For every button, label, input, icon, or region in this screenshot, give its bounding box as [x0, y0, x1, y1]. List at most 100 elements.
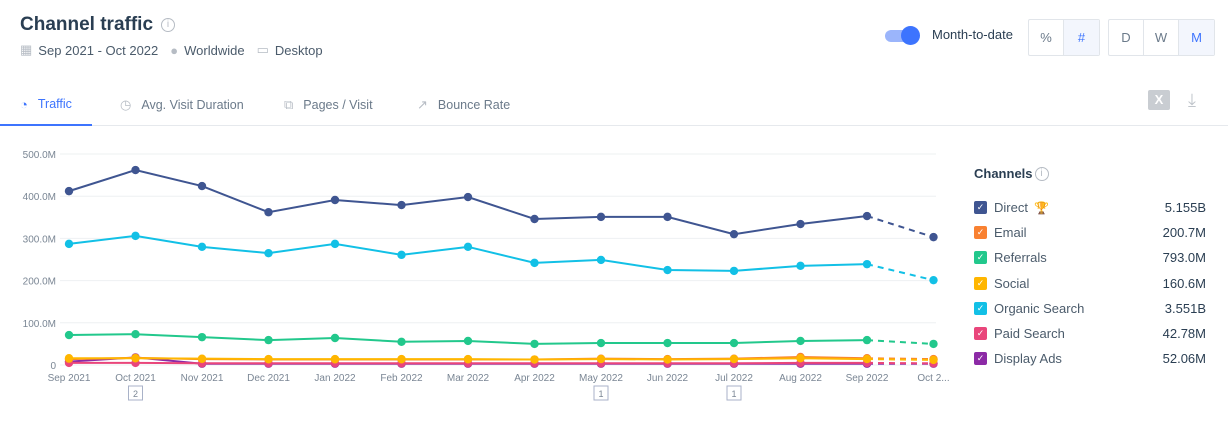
month-button[interactable]: M	[1179, 20, 1214, 55]
x-tick-label: Dec 2021	[247, 373, 290, 384]
percent-button[interactable]: %	[1029, 20, 1064, 55]
y-tick-label: 300.0M	[23, 234, 56, 245]
data-point	[131, 329, 140, 339]
metric-toggle: % #	[1028, 19, 1100, 56]
y-tick-label: 200.0M	[23, 277, 56, 288]
data-point	[197, 242, 207, 252]
projected-line	[866, 339, 934, 345]
x-tick-label: Oct 2021	[115, 373, 156, 384]
data-point	[264, 208, 273, 217]
y-tick-label: 0	[50, 361, 56, 372]
data-point	[64, 186, 74, 196]
projected-line	[866, 263, 934, 282]
series-line-direct	[68, 168, 868, 236]
legend-value: 200.7M	[1162, 225, 1206, 241]
legend: Channels i ✓ Direct 🏆 5.155B ✓ Email 200.7M ✓ Ref…	[974, 166, 1228, 371]
annotation-label: 2	[133, 389, 138, 399]
data-point	[530, 355, 539, 364]
checkbox-icon[interactable]: ✓	[974, 251, 987, 265]
tab-label: Bounce Rate	[437, 98, 511, 112]
month-to-date-label: Month-to-date	[932, 27, 1013, 42]
data-point	[397, 337, 406, 346]
trend-icon: ↗	[417, 97, 428, 112]
data-point	[330, 333, 340, 343]
checkbox-icon[interactable]: ✓	[974, 201, 987, 215]
annotation-label: 1	[598, 389, 603, 399]
legend-item-direct[interactable]: ✓ Direct 🏆 5.155B	[974, 195, 1228, 220]
projected-line	[866, 215, 934, 239]
data-point	[197, 332, 207, 342]
x-tick-label: Oct 2...	[917, 373, 949, 384]
x-tick-label: Apr 2022	[514, 373, 555, 384]
data-point	[463, 336, 473, 346]
data-point	[929, 232, 938, 242]
legend-item-organic-search[interactable]: ✓ Organic Search 3.551B	[974, 296, 1228, 321]
checkbox-icon[interactable]: ✓	[974, 352, 987, 366]
legend-title: Channels i	[974, 166, 1228, 181]
week-button[interactable]: W	[1144, 20, 1179, 55]
x-tick-label: Nov 2021	[181, 373, 224, 384]
meta-bar: ▦ Sep 2021 - Oct 2022 ● Worldwide ▭ Desktop	[20, 42, 323, 58]
tab-pages-visit[interactable]: ⧉ Pages / Visit	[284, 84, 373, 126]
checkbox-icon[interactable]: ✓	[974, 226, 987, 240]
granularity-toggle: D W M	[1108, 19, 1215, 56]
tab-avg-visit-duration[interactable]: ◷ Avg. Visit Duration	[120, 84, 244, 126]
legend-value: 3.551B	[1164, 300, 1206, 316]
tab-label: Pages / Visit	[303, 98, 373, 112]
y-tick-label: 400.0M	[23, 192, 56, 203]
checkbox-icon[interactable]: ✓	[974, 327, 987, 341]
data-point	[330, 354, 340, 364]
data-point	[530, 258, 539, 268]
data-point	[197, 354, 207, 363]
legend-item-email[interactable]: ✓ Email 200.7M	[974, 220, 1228, 245]
checkbox-icon[interactable]: ✓	[974, 301, 987, 315]
data-point	[596, 255, 606, 265]
data-point	[131, 231, 140, 241]
number-button[interactable]: #	[1064, 20, 1099, 55]
x-tick-label: Feb 2022	[380, 373, 423, 384]
annotation-box	[128, 385, 143, 401]
legend-item-referrals[interactable]: ✓ Referrals 793.0M	[974, 245, 1228, 270]
legend-item-social[interactable]: ✓ Social 160.6M	[974, 271, 1228, 296]
month-to-date-toggle[interactable]	[885, 26, 920, 45]
data-point	[330, 239, 340, 249]
excel-export-icon[interactable]: X	[1148, 90, 1170, 110]
stopwatch-icon: ◷	[120, 97, 132, 112]
data-point	[330, 195, 340, 205]
data-point	[463, 192, 473, 202]
checkbox-icon[interactable]: ✓	[974, 276, 987, 290]
calendar-icon: ▦	[20, 42, 33, 57]
day-button[interactable]: D	[1109, 20, 1144, 55]
data-point	[264, 354, 273, 364]
tab-traffic[interactable]: ◔ Traffic	[0, 84, 92, 126]
legend-item-paid-search[interactable]: ✓ Paid Search 42.78M	[974, 321, 1228, 346]
annotation-box	[726, 385, 742, 401]
data-point	[663, 212, 672, 222]
legend-label: Referrals	[994, 250, 1047, 266]
data-point	[530, 214, 539, 224]
desktop-icon: ▭	[256, 42, 269, 57]
y-tick-label: 500.0M	[23, 150, 56, 161]
data-point	[929, 355, 938, 365]
legend-label: Direct	[994, 200, 1028, 216]
info-icon[interactable]: i	[1034, 166, 1049, 181]
tab-bounce-rate[interactable]: ↗ Bounce Rate	[417, 84, 510, 126]
data-point	[264, 335, 273, 345]
device: Desktop	[274, 42, 323, 58]
data-point	[463, 242, 473, 252]
legend-item-display-ads[interactable]: ✓ Display Ads 52.06M	[974, 346, 1228, 371]
title-text: Channel traffic	[20, 14, 154, 35]
x-tick-label: Jul 2022	[715, 373, 753, 384]
data-point	[264, 248, 273, 258]
data-point	[729, 338, 739, 348]
legend-value: 52.06M	[1162, 351, 1206, 367]
data-point	[397, 354, 406, 364]
data-point	[796, 219, 805, 229]
data-point	[729, 354, 739, 364]
trophy-icon: 🏆	[1033, 200, 1049, 215]
projected-line	[866, 358, 934, 361]
info-icon[interactable]: i	[161, 18, 176, 32]
legend-label: Social	[994, 275, 1030, 291]
download-icon[interactable]: ⤓	[1188, 90, 1196, 110]
x-tick-label: Sep 2022	[846, 373, 889, 384]
